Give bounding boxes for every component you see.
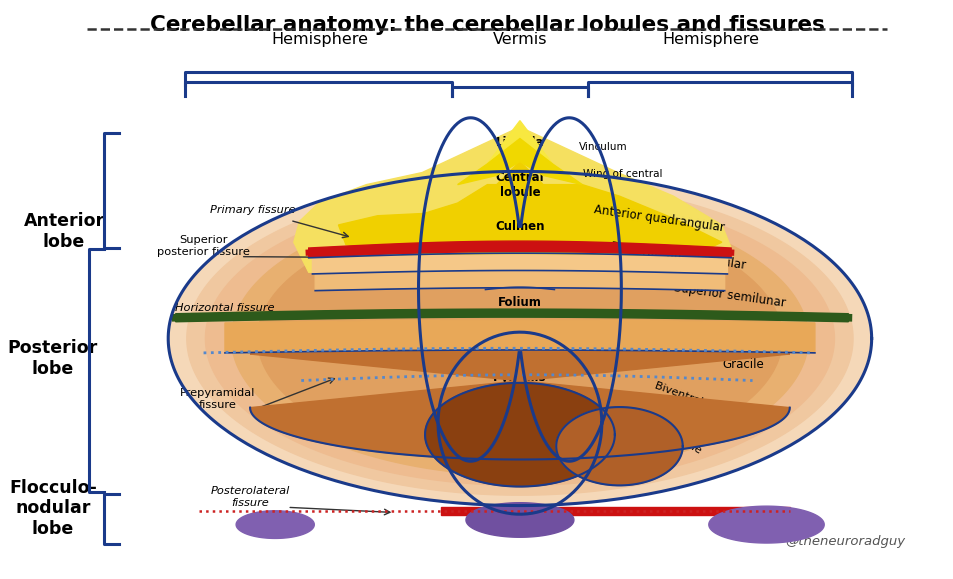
Polygon shape (556, 407, 682, 485)
Text: @theneuroradguy: @theneuroradguy (784, 536, 904, 548)
Polygon shape (236, 511, 314, 538)
Text: Wing of central: Wing of central (582, 169, 661, 179)
Polygon shape (312, 255, 727, 273)
Polygon shape (314, 271, 724, 290)
Text: Culmen: Culmen (495, 219, 544, 233)
Polygon shape (232, 201, 807, 475)
Text: Posterior
lobe: Posterior lobe (8, 339, 98, 378)
Polygon shape (250, 351, 789, 460)
Text: Pyramis: Pyramis (493, 371, 546, 383)
Text: Cerebellar anatomy: the cerebellar lobules and fissures: Cerebellar anatomy: the cerebellar lobul… (150, 15, 824, 35)
Text: Hemisphere: Hemisphere (661, 32, 759, 47)
Text: Flocculo-
nodular
lobe: Flocculo- nodular lobe (9, 479, 96, 538)
Polygon shape (205, 192, 834, 485)
Polygon shape (175, 309, 847, 322)
Polygon shape (309, 241, 730, 257)
Text: Anterior
lobe: Anterior lobe (24, 212, 105, 251)
Polygon shape (465, 503, 574, 537)
Polygon shape (440, 507, 789, 515)
Text: Declive: Declive (496, 258, 543, 271)
Text: Biventral lobule: Biventral lobule (621, 402, 702, 455)
Polygon shape (338, 162, 721, 258)
Text: Gracile: Gracile (721, 358, 763, 371)
Text: Vinculum: Vinculum (578, 142, 627, 152)
Polygon shape (457, 138, 581, 185)
Text: Vermis: Vermis (492, 32, 547, 47)
Text: Primary fissure: Primary fissure (210, 205, 295, 215)
Polygon shape (187, 182, 852, 495)
Polygon shape (294, 127, 730, 272)
Text: Uvula: Uvula (500, 428, 538, 441)
Text: Folium: Folium (497, 296, 541, 309)
Text: Posterior quadrangular: Posterior quadrangular (609, 240, 745, 272)
Polygon shape (257, 213, 781, 464)
Text: Flocculus: Flocculus (744, 522, 796, 532)
Text: Tonsil: Tonsil (610, 441, 639, 451)
Text: Hemisphere: Hemisphere (271, 32, 368, 47)
Text: Biventral lobule: Biventral lobule (653, 380, 739, 420)
Text: Nodulus: Nodulus (492, 522, 534, 532)
Polygon shape (487, 120, 552, 164)
Text: Horizontal fissure: Horizontal fissure (175, 303, 274, 313)
Text: Inferior semilunar: Inferior semilunar (689, 322, 796, 344)
Text: Lingula: Lingula (496, 136, 543, 149)
Text: Anterior quadrangular: Anterior quadrangular (593, 204, 725, 235)
Text: Prepyramidal
fissure: Prepyramidal fissure (180, 388, 255, 410)
Text: Superior semilunar: Superior semilunar (672, 281, 785, 310)
Polygon shape (425, 383, 614, 486)
Polygon shape (708, 506, 823, 543)
Text: Superior
posterior fissure: Superior posterior fissure (157, 236, 250, 257)
Text: Posterolateral
fissure: Posterolateral fissure (211, 486, 290, 508)
Polygon shape (225, 320, 814, 351)
Text: Tuber: Tuber (500, 329, 538, 342)
Polygon shape (168, 171, 871, 505)
Text: Central
lobule: Central lobule (496, 171, 543, 199)
